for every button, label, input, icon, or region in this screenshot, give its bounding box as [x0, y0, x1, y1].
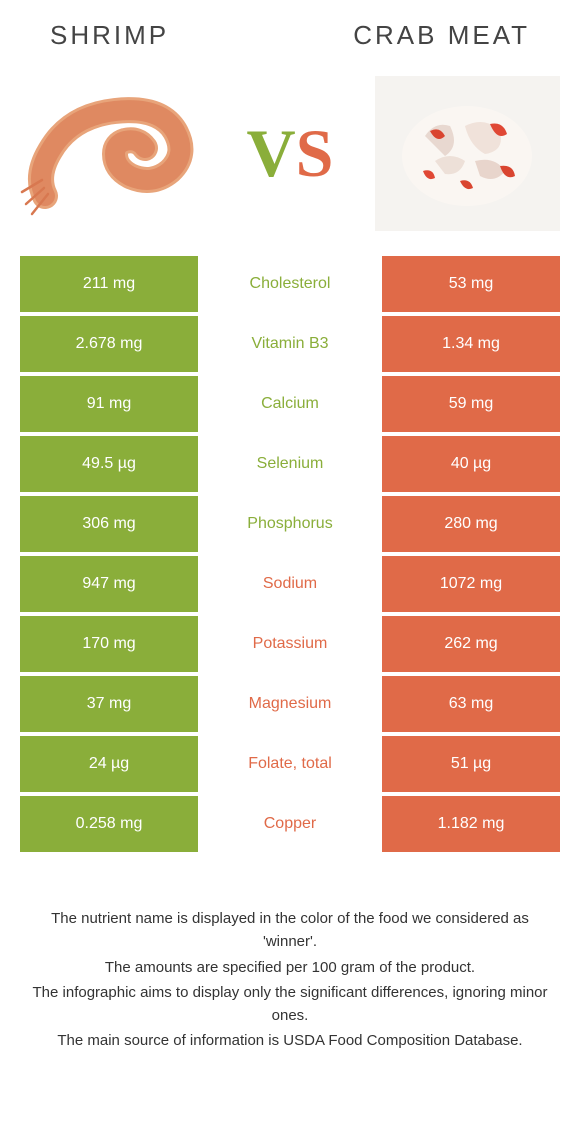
- footnote-line: The amounts are specified per 100 gram o…: [30, 956, 550, 979]
- nutrient-label: Magnesium: [202, 676, 378, 732]
- table-row: 2.678 mgVitamin B31.34 mg: [20, 316, 560, 372]
- crab-meat-image: [375, 76, 560, 231]
- nutrient-label: Sodium: [202, 556, 378, 612]
- shrimp-image: [20, 76, 205, 231]
- nutrient-label: Selenium: [202, 436, 378, 492]
- value-left: 0.258 mg: [20, 796, 198, 852]
- nutrient-label: Copper: [202, 796, 378, 852]
- value-right: 1.34 mg: [382, 316, 560, 372]
- nutrient-label: Folate, total: [202, 736, 378, 792]
- vs-s: S: [296, 115, 334, 191]
- value-left: 211 mg: [20, 256, 198, 312]
- table-row: 49.5 µgSelenium40 µg: [20, 436, 560, 492]
- footnote-line: The main source of information is USDA F…: [30, 1029, 550, 1052]
- value-right: 1.182 mg: [382, 796, 560, 852]
- header: Shrimp Crab meat: [20, 20, 560, 66]
- value-left: 37 mg: [20, 676, 198, 732]
- value-right: 59 mg: [382, 376, 560, 432]
- value-right: 1072 mg: [382, 556, 560, 612]
- food-right-title: Crab meat: [353, 20, 530, 51]
- table-row: 91 mgCalcium59 mg: [20, 376, 560, 432]
- vs-label: VS: [247, 114, 334, 193]
- value-right: 280 mg: [382, 496, 560, 552]
- table-row: 211 mgCholesterol53 mg: [20, 256, 560, 312]
- value-left: 306 mg: [20, 496, 198, 552]
- value-left: 91 mg: [20, 376, 198, 432]
- nutrient-label: Potassium: [202, 616, 378, 672]
- value-right: 53 mg: [382, 256, 560, 312]
- value-left: 947 mg: [20, 556, 198, 612]
- table-row: 306 mgPhosphorus280 mg: [20, 496, 560, 552]
- value-right: 51 µg: [382, 736, 560, 792]
- food-left-title: Shrimp: [50, 20, 169, 51]
- value-left: 24 µg: [20, 736, 198, 792]
- table-row: 24 µgFolate, total51 µg: [20, 736, 560, 792]
- value-right: 262 mg: [382, 616, 560, 672]
- nutrient-table: 211 mgCholesterol53 mg2.678 mgVitamin B3…: [20, 256, 560, 852]
- nutrient-label: Phosphorus: [202, 496, 378, 552]
- hero-row: VS: [20, 66, 560, 256]
- nutrient-label: Cholesterol: [202, 256, 378, 312]
- value-left: 49.5 µg: [20, 436, 198, 492]
- table-row: 170 mgPotassium262 mg: [20, 616, 560, 672]
- footnote-line: The nutrient name is displayed in the co…: [30, 907, 550, 954]
- footnotes: The nutrient name is displayed in the co…: [20, 907, 560, 1053]
- nutrient-label: Vitamin B3: [202, 316, 378, 372]
- table-row: 947 mgSodium1072 mg: [20, 556, 560, 612]
- nutrient-label: Calcium: [202, 376, 378, 432]
- footnote-line: The infographic aims to display only the…: [30, 981, 550, 1028]
- value-right: 40 µg: [382, 436, 560, 492]
- vs-v: V: [247, 115, 296, 191]
- value-left: 2.678 mg: [20, 316, 198, 372]
- table-row: 37 mgMagnesium63 mg: [20, 676, 560, 732]
- value-right: 63 mg: [382, 676, 560, 732]
- value-left: 170 mg: [20, 616, 198, 672]
- table-row: 0.258 mgCopper1.182 mg: [20, 796, 560, 852]
